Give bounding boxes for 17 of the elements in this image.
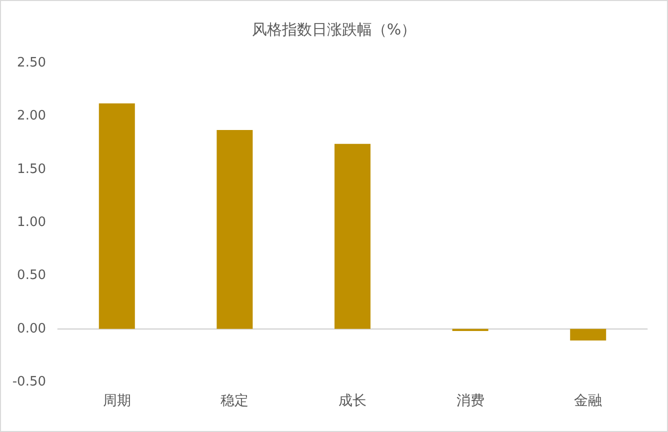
y-tick-label: 1.50 — [17, 162, 46, 177]
x-tick-label: 消费 — [456, 393, 484, 409]
y-tick-label: 2.50 — [17, 56, 46, 70]
y-tick-label: 1.00 — [17, 215, 46, 230]
y-tick-label: 0.50 — [17, 268, 46, 284]
y-tick-label: -0.50 — [12, 374, 46, 390]
bar — [570, 328, 606, 341]
x-tick-label: 稳定 — [220, 393, 249, 409]
x-tick-label: 金融 — [574, 393, 602, 409]
bar — [216, 130, 253, 329]
bar — [98, 103, 135, 329]
bar — [334, 144, 370, 329]
x-tick-label: 周期 — [102, 393, 131, 409]
x-tick-label: 成长 — [338, 393, 366, 409]
y-tick-label: 2.00 — [17, 108, 46, 124]
y-tick-label: 0.00 — [17, 321, 46, 336]
chart-title: 风格指数日涨跌幅（%） — [252, 20, 416, 38]
